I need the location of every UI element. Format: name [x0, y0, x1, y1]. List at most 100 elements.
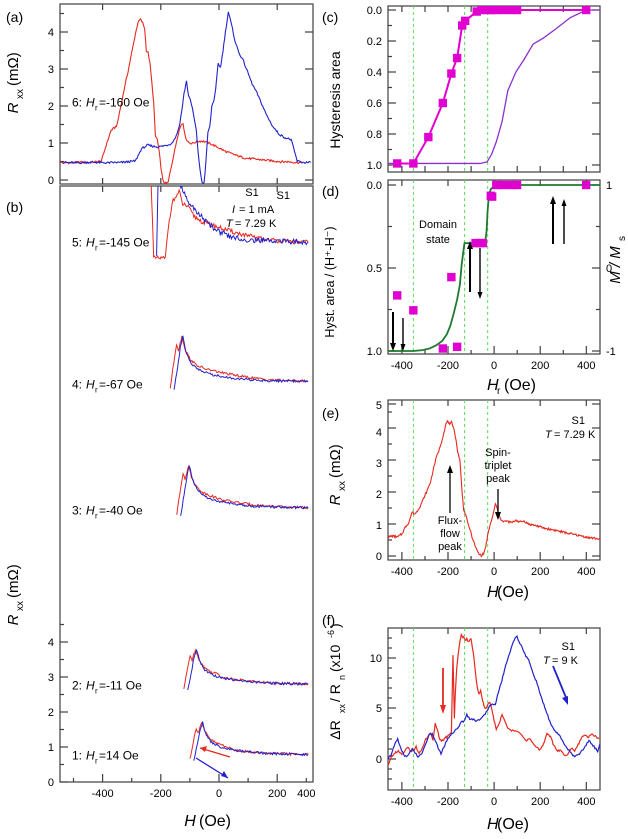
svg-text:=-11 Oe: =-11 Oe: [99, 678, 142, 692]
panel-b-yticks: 0 1 2 3 4: [48, 623, 68, 789]
panel-b: (b) R xx (mΩ) 0 1 2 3 4: [5, 96, 315, 830]
spin-label-2: triplet: [485, 460, 512, 472]
panel-d-arrow-pair-down-down: [390, 312, 406, 351]
panel-c-data-marker: [472, 7, 481, 16]
panel-b-note-sample: S1: [277, 190, 290, 202]
svg-text:=14 Oe: =14 Oe: [99, 748, 139, 762]
panel-d-arrow-pair-up-down: [467, 241, 483, 299]
panel-b-xtick-400: 400: [297, 788, 315, 800]
panel-b-direction-arrows: [195, 746, 231, 779]
svg-text:H: H: [86, 96, 95, 110]
panel-d-data: [388, 180, 600, 353]
panel-a-sample-note: S1: [245, 187, 258, 199]
panel-c: (c) Hysteresis area 0.0 0.2 0.4 0.6 0.8 …: [322, 5, 601, 173]
panel-d-data-marker: [409, 306, 418, 315]
panel-d-data-marker: [487, 192, 497, 201]
panel-c-data-marker: [424, 132, 433, 142]
panel-e-ylabel-main: R: [327, 494, 344, 505]
panel-d-data-marker: [507, 180, 516, 190]
panel-b-notes: S1 I = 1 mA T = 7.29 K: [226, 190, 290, 230]
panel-b-ytick-2: 2: [48, 707, 54, 719]
panel-a-ylabel: R xx (mΩ): [5, 52, 26, 113]
panel-e-ytick-5: 5: [376, 400, 382, 412]
svg-text:=-40 Oe: =-40 Oe: [99, 504, 143, 518]
panel-e-xticks: -400 -200 0 200 400: [391, 400, 595, 578]
panel-c-ytick-10: 1.0: [367, 160, 382, 172]
panel-e-ylabel: R xx (mΩ): [327, 444, 348, 505]
panel-c-data-marker: [452, 53, 462, 63]
panel-d-ytick-r-1: 1: [606, 180, 612, 192]
panel-b-xtick-m200: -200: [150, 788, 172, 800]
panel-d-xtick-400: 400: [577, 360, 595, 372]
svg-text:=-145 Oe: =-145 Oe: [99, 235, 150, 249]
panel-d-ylabel-right: M / M s: [607, 236, 628, 284]
panel-a-ylabel-unit: (mΩ): [5, 52, 22, 86]
panel-c-data-marker: [477, 6, 486, 15]
flux-label-3: peak: [438, 541, 462, 553]
panel-d-xlabel-main: H: [487, 377, 499, 394]
panel-e-ytick-4: 4: [376, 427, 382, 439]
panel-b-note-temp-val: = 7.29 K: [235, 218, 277, 230]
svg-text:6:: 6:: [72, 96, 82, 110]
panel-c-ytick-08: 0.8: [367, 129, 382, 141]
red-arrow-head: [200, 746, 207, 752]
panel-e-xlabel: H (Oe): [487, 584, 529, 601]
spin-label-1: Spin-: [485, 447, 511, 459]
panel-d-data-marker: [393, 291, 402, 300]
panel-b-label: (b): [6, 199, 23, 215]
panel-a-label: (a): [6, 9, 23, 25]
panel-e: (e) R xx (mΩ) 0 1 2 3 4 5: [322, 399, 601, 601]
panel-a-yticks: 0 1 2 3 4: [48, 4, 313, 187]
panel-d-label: (d): [322, 183, 339, 199]
panel-d-ylabel-right-sub: s: [617, 236, 628, 241]
flux-arrow-head: [447, 465, 453, 473]
panel-d-xlabel-sub: r: [497, 386, 501, 397]
svg-text:2:: 2:: [72, 678, 82, 692]
panel-b-note-temp: T = 7.29 K: [226, 218, 277, 230]
panel-d-ylabel-right-main: M / M: [607, 246, 624, 284]
panel-d-data-marker: [438, 344, 448, 353]
panel-b-xtick-200: 200: [268, 788, 286, 800]
panel-f-ylabel-mid: / R: [327, 684, 343, 702]
panel-e-data: [388, 419, 600, 558]
panel-e-xlabel-unit: (Oe): [497, 584, 529, 601]
panel-a-ylabel-main: R: [5, 102, 22, 113]
panel-b-note-current: I = 1 mA: [232, 204, 275, 216]
svg-text:H: H: [86, 678, 95, 692]
panel-a-curve-blue: [62, 11, 312, 184]
panel-e-notes: S1 T = 7.29 K: [545, 415, 596, 441]
panel-e-xtick-m200: -200: [437, 566, 459, 578]
panel-b-ylabel-unit: (mΩ): [5, 564, 22, 598]
panel-d-domain-label: Domain: [419, 219, 457, 231]
panel-d-xlabel-unit: (Oe): [504, 377, 536, 394]
panel-d-xtick-200: 200: [531, 360, 549, 372]
svg-text:r: r: [95, 386, 98, 395]
panel-d-ylabel-left: Hyst. area / (H⁺-H⁻): [323, 226, 337, 337]
panel-b-ytick-0: 0: [48, 777, 54, 789]
panel-b-ytick-3: 3: [48, 672, 54, 684]
flux-label-2: flow: [440, 528, 460, 540]
panel-e-xtick-0: 0: [491, 566, 497, 578]
panel-e-xtick-m400: -400: [391, 566, 413, 578]
panel-c-data-marker: [393, 159, 402, 168]
panel-d-arrow-pair-up-up: [550, 196, 567, 244]
panel-d-data-marker: [492, 180, 501, 190]
panel-b-ytick-4: 4: [48, 637, 54, 649]
panel-c-data-marker: [409, 159, 418, 168]
panel-d-guides: [412, 180, 489, 354]
panel-d-state-label: state: [426, 234, 450, 246]
panel-d-xtick-m200: -200: [437, 360, 459, 372]
panel-e-xlabel-main: H: [487, 584, 499, 601]
panel-c-data: [388, 6, 600, 168]
panel-b-xlabel-unit: (Oe): [199, 813, 231, 830]
svg-text:5:: 5:: [72, 235, 82, 249]
svg-text:3:: 3:: [72, 504, 82, 518]
panel-a-ytick-1: 1: [48, 138, 54, 150]
panel-e-ytick-2: 2: [376, 489, 382, 501]
panel-b-loop2-blue: [187, 648, 309, 691]
svg-text:H: H: [86, 235, 95, 249]
panel-e-xtick-400: 400: [577, 566, 595, 578]
panel-e-label: (e): [322, 405, 339, 421]
panel-c-ytick-04: 0.4: [367, 67, 382, 79]
